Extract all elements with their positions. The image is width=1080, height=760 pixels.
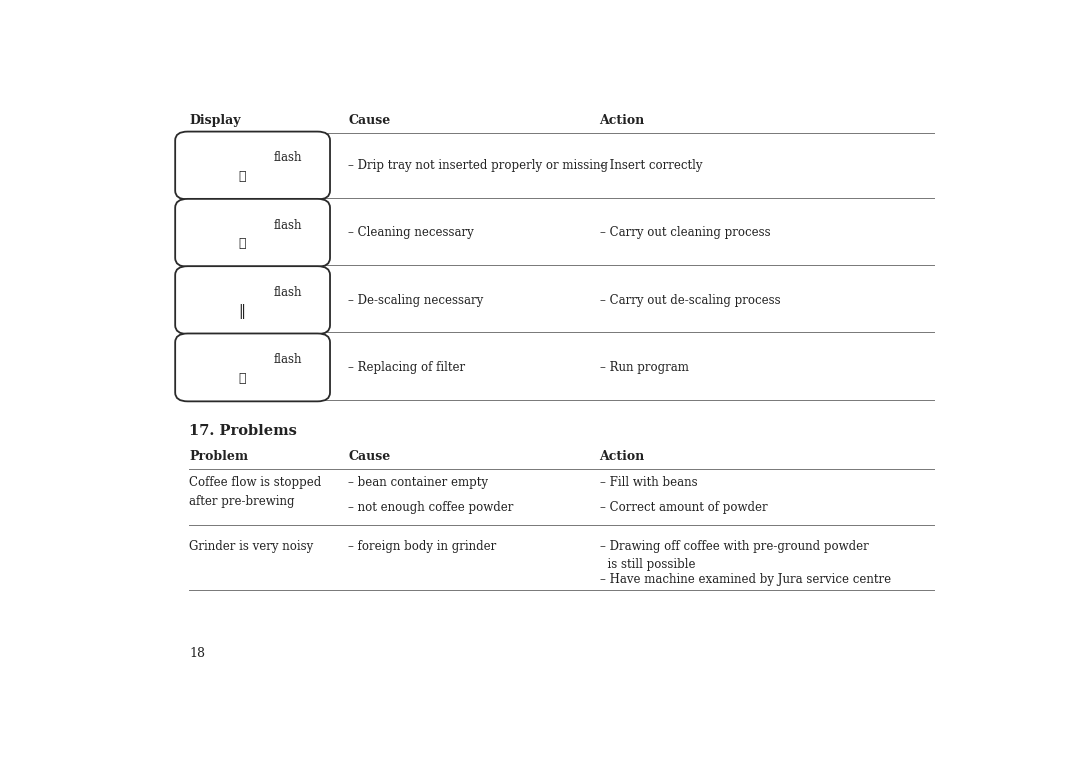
Text: – foreign body in grinder: – foreign body in grinder — [349, 540, 497, 553]
Text: – Drip tray not inserted properly or missing: – Drip tray not inserted properly or mis… — [349, 159, 608, 172]
Text: ✷: ✷ — [239, 170, 246, 183]
Text: ❧: ❧ — [239, 237, 246, 250]
Text: – Replacing of filter: – Replacing of filter — [349, 361, 465, 374]
FancyBboxPatch shape — [175, 266, 330, 334]
Text: – Correct amount of powder: – Correct amount of powder — [599, 501, 767, 514]
Text: – Drawing off coffee with pre-ground powder
  is still possible: – Drawing off coffee with pre-ground pow… — [599, 540, 868, 571]
Text: ⓘ: ⓘ — [239, 372, 246, 385]
Text: Display: Display — [189, 115, 241, 128]
Text: Grinder is very noisy: Grinder is very noisy — [189, 540, 313, 553]
Text: – not enough coffee powder: – not enough coffee powder — [349, 501, 514, 514]
Text: – Have machine examined by Jura service centre: – Have machine examined by Jura service … — [599, 573, 891, 586]
Text: – Carry out cleaning process: – Carry out cleaning process — [599, 226, 770, 239]
Text: Action: Action — [599, 115, 645, 128]
Text: 17. Problems: 17. Problems — [189, 423, 297, 438]
Text: – Fill with beans: – Fill with beans — [599, 476, 698, 489]
Text: – De-scaling necessary: – De-scaling necessary — [349, 293, 484, 306]
FancyBboxPatch shape — [175, 334, 330, 401]
Text: – Run program: – Run program — [599, 361, 688, 374]
Text: flash: flash — [274, 353, 302, 366]
Text: flash: flash — [274, 286, 302, 299]
Text: – Cleaning necessary: – Cleaning necessary — [349, 226, 474, 239]
Text: Cause: Cause — [349, 450, 391, 463]
Text: Problem: Problem — [189, 450, 248, 463]
Text: – bean container empty: – bean container empty — [349, 476, 488, 489]
Text: Action: Action — [599, 450, 645, 463]
Text: Cause: Cause — [349, 115, 391, 128]
FancyBboxPatch shape — [175, 199, 330, 267]
Text: – Insert correctly: – Insert correctly — [599, 159, 702, 172]
Text: flash: flash — [274, 151, 302, 164]
Text: 18: 18 — [189, 647, 205, 660]
Text: ‖: ‖ — [239, 304, 246, 318]
Text: flash: flash — [274, 219, 302, 232]
Text: Coffee flow is stopped
after pre-brewing: Coffee flow is stopped after pre-brewing — [189, 476, 322, 508]
Text: – Carry out de-scaling process: – Carry out de-scaling process — [599, 293, 780, 306]
FancyBboxPatch shape — [175, 131, 330, 199]
